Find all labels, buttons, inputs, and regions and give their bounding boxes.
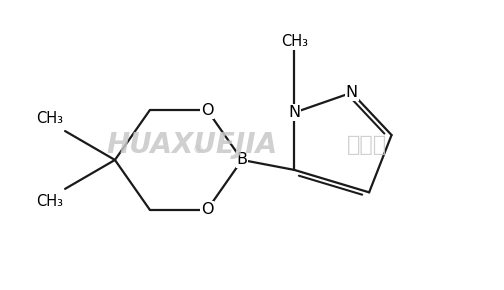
Text: O: O bbox=[201, 202, 213, 217]
Text: N: N bbox=[288, 105, 300, 120]
Text: O: O bbox=[201, 103, 213, 118]
Text: HUAXUEJIA: HUAXUEJIA bbox=[107, 131, 278, 159]
Text: CH₃: CH₃ bbox=[36, 194, 62, 209]
Text: ®: ® bbox=[192, 145, 203, 155]
Text: CH₃: CH₃ bbox=[281, 34, 308, 49]
Text: 化学加: 化学加 bbox=[347, 135, 387, 155]
Text: N: N bbox=[346, 85, 358, 100]
Text: B: B bbox=[236, 153, 247, 167]
Text: CH₃: CH₃ bbox=[36, 111, 62, 126]
